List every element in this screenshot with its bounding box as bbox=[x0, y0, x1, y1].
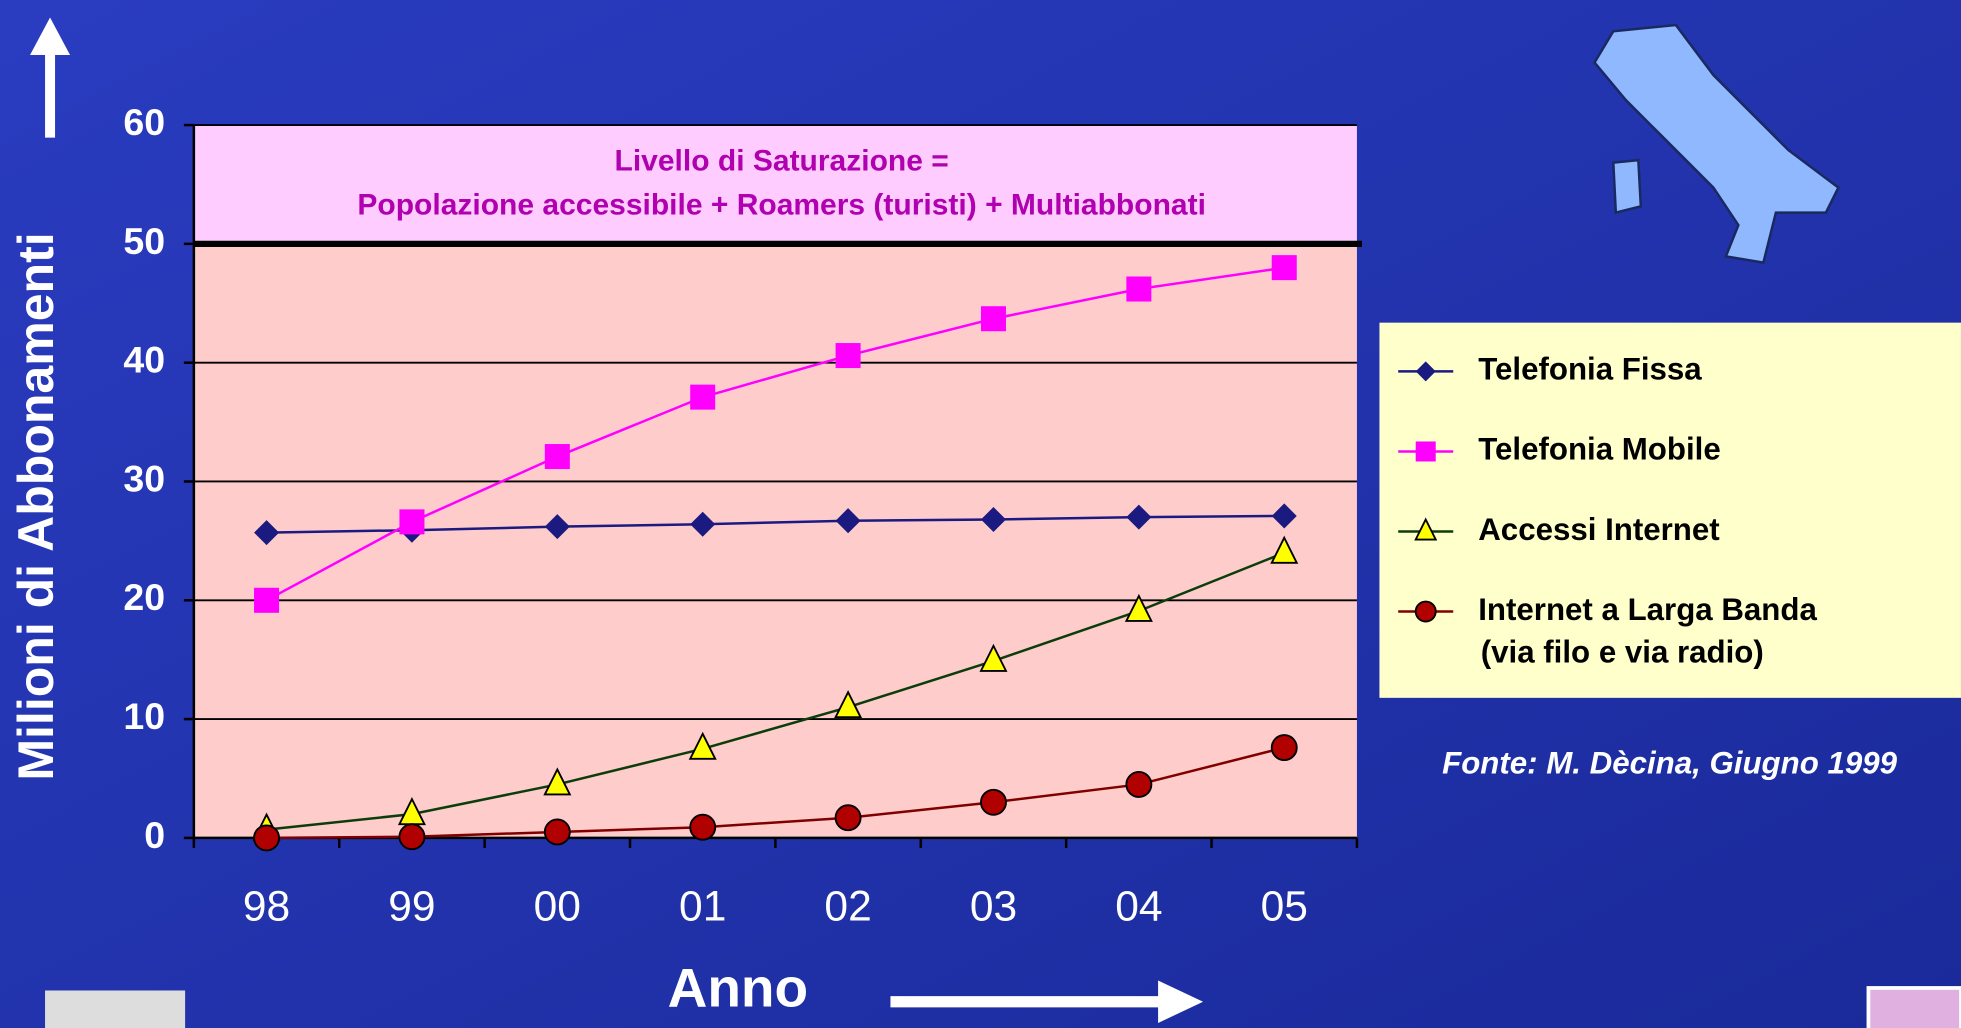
x-tick-label: 00 bbox=[534, 883, 581, 930]
y-tick-label: 0 bbox=[144, 814, 165, 856]
data-point bbox=[834, 804, 862, 832]
data-point bbox=[979, 643, 1008, 672]
legend-box bbox=[1379, 322, 1961, 698]
x-tick-label: 01 bbox=[679, 883, 726, 930]
data-point bbox=[835, 343, 861, 369]
data-point bbox=[834, 690, 863, 719]
annotation: Livello di Saturazione = bbox=[615, 145, 949, 178]
data-point bbox=[688, 731, 717, 760]
y-tick-label: 30 bbox=[123, 457, 165, 499]
x-tick-label: 98 bbox=[243, 883, 290, 930]
x-tick-label: 99 bbox=[388, 883, 435, 930]
x-tick-label: 02 bbox=[824, 883, 871, 930]
data-point bbox=[690, 384, 716, 410]
y-arrow-head bbox=[30, 17, 71, 56]
data-point bbox=[835, 508, 861, 534]
y-tick-label: 40 bbox=[123, 339, 165, 381]
series-line bbox=[266, 746, 1285, 840]
data-point bbox=[544, 444, 570, 470]
data-point bbox=[689, 813, 717, 841]
legend-label: Telefonia Fissa bbox=[1478, 352, 1702, 387]
data-point bbox=[1271, 255, 1297, 281]
plot-area: Livello di Saturazione = Popolazione acce… bbox=[193, 124, 1362, 839]
x-arrow-head bbox=[1158, 980, 1204, 1023]
data-point bbox=[399, 509, 425, 535]
legend-label: Accessi Internet bbox=[1478, 512, 1720, 547]
legend-marker bbox=[1415, 361, 1436, 382]
series-line bbox=[266, 514, 1285, 534]
data-point bbox=[254, 520, 280, 546]
legend-marker bbox=[1414, 600, 1437, 623]
data-point bbox=[1126, 276, 1152, 302]
x-axis-label: Anno bbox=[668, 956, 809, 1018]
legend-note: (via filo e via radio) bbox=[1481, 634, 1764, 669]
y-tick-label: 60 bbox=[123, 101, 165, 143]
series-line bbox=[265, 266, 1285, 602]
italy-map bbox=[1593, 23, 1841, 265]
data-point bbox=[980, 506, 1006, 533]
series-line bbox=[266, 551, 1285, 831]
legend-marker bbox=[1414, 517, 1438, 541]
y-axis-label: Milioni di Abbonamenti bbox=[8, 232, 64, 780]
data-point bbox=[980, 306, 1006, 332]
data-point bbox=[398, 823, 426, 851]
y-tick-label: 20 bbox=[123, 576, 165, 618]
data-point bbox=[1271, 503, 1297, 529]
plot-background bbox=[193, 243, 1357, 838]
data-point bbox=[1124, 593, 1153, 622]
saturation-band bbox=[193, 125, 1357, 244]
data-point bbox=[254, 587, 280, 613]
annotation: Popolazione accessibile + Roamers (turis… bbox=[357, 188, 1206, 221]
data-point bbox=[1126, 504, 1152, 530]
source: Fonte: M. Dècina, Giugno 1999 bbox=[1442, 746, 1898, 781]
x-tick-label: 03 bbox=[970, 883, 1017, 930]
data-point bbox=[253, 824, 281, 852]
data-point bbox=[543, 818, 571, 846]
data-point bbox=[544, 514, 570, 540]
legend-label: Internet a Larga Banda bbox=[1478, 592, 1817, 627]
data-point bbox=[980, 788, 1007, 816]
data-point bbox=[1125, 771, 1153, 798]
data-point bbox=[543, 767, 572, 796]
data-point bbox=[1270, 734, 1298, 762]
y-tick-label: 10 bbox=[123, 695, 165, 737]
data-point bbox=[1270, 535, 1299, 564]
legend-marker bbox=[1415, 441, 1436, 462]
logo-left bbox=[45, 990, 186, 1028]
legend-label: Telefonia Mobile bbox=[1478, 432, 1721, 467]
logo-right bbox=[1866, 986, 1961, 1028]
x-tick-label: 04 bbox=[1115, 883, 1162, 930]
x-tick-label: 05 bbox=[1261, 883, 1308, 930]
data-point bbox=[690, 511, 716, 537]
y-tick-label: 50 bbox=[123, 220, 165, 262]
